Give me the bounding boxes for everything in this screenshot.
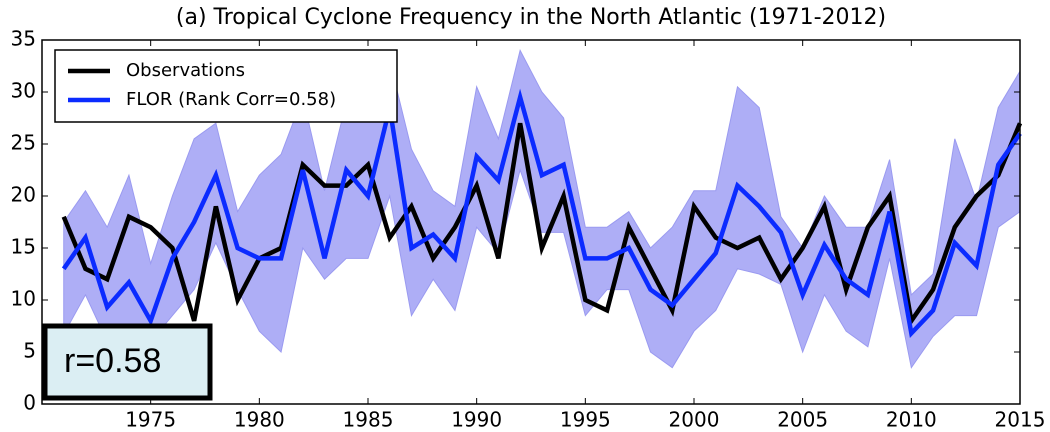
y-tick-label: 30 (11, 79, 36, 103)
legend-label: Observations (126, 60, 245, 81)
y-tick-label: 10 (11, 287, 36, 311)
annotation: r=0.58 (64, 342, 161, 380)
series-line (61, 122, 1023, 327)
x-tick-label: 1990 (451, 408, 502, 432)
y-tick-label: 15 (11, 235, 36, 259)
x-tick-label: 1975 (125, 408, 176, 432)
x-tick-label: 1985 (343, 408, 394, 432)
x-tick-label: 2005 (777, 408, 828, 432)
x-tick-label: 2015 (995, 408, 1046, 432)
y-tick-label: 0 (23, 391, 36, 415)
y-tick-label: 20 (11, 183, 36, 207)
annotation-box (42, 323, 213, 401)
plot-frame (41, 39, 1021, 405)
x-tick-label: 1980 (234, 408, 285, 432)
chart-title: (a) Tropical Cyclone Frequency in the No… (176, 5, 886, 30)
y-tick-label: 5 (23, 339, 36, 363)
y-tick-label: 35 (11, 27, 36, 51)
x-tick-label: 2000 (669, 408, 720, 432)
x-tick-label: 2010 (886, 408, 937, 432)
legend-box (54, 49, 398, 123)
series-line (61, 88, 1022, 339)
y-tick-label: 25 (11, 131, 36, 155)
x-tick-label: 1995 (560, 408, 611, 432)
legend-label: FLOR (Rank Corr=0.58) (126, 89, 336, 110)
